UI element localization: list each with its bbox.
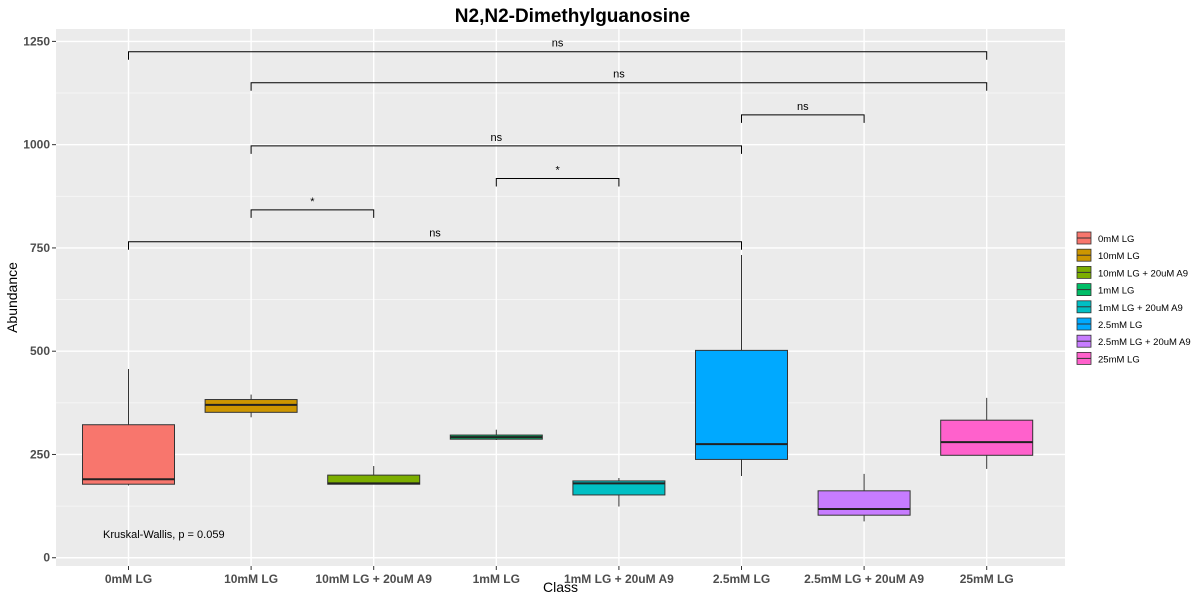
legend: 0mM LG 10mM LG 10mM LG + 20uM A9 1mM LG 1mM … (1076, 231, 1191, 365)
x-tick-label: 2.5mM LG + 20uM A9 (804, 572, 924, 586)
x-tick-label: 1mM LG + 20uM A9 (564, 572, 674, 586)
bracket-line (128, 241, 742, 250)
bracket-label: ns (552, 38, 564, 50)
box-body (695, 349, 788, 460)
legend-label: 1mM LG + 20uM A9 (1098, 303, 1183, 314)
bracket-7: ns (128, 228, 742, 250)
bracket-label: * (310, 196, 315, 208)
x-tick-label: 10mM LG + 20uM A9 (315, 572, 432, 586)
legend-item-4: 1mM LG (1076, 283, 1134, 297)
box-8 (940, 397, 1034, 469)
y-tick-label: 1250 (23, 34, 50, 48)
y-axis-title: Abundance (4, 262, 20, 333)
y-tick-label: 500 (30, 344, 50, 358)
bracket-line (250, 82, 988, 91)
bracket-label: ns (429, 228, 441, 240)
plot-panel (56, 29, 1065, 566)
legend-label: 1mM LG (1098, 286, 1134, 297)
legend-item-5: 1mM LG + 20uM A9 (1076, 300, 1183, 314)
legend-item-8: 25mM LG (1076, 351, 1140, 365)
legend-label: 2.5mM LG + 20uM A9 (1098, 337, 1191, 348)
box-body (82, 424, 175, 485)
axes: 0 250 500 750 1000 1250 0mM LG 10mM LG 10mM LG +… (23, 34, 1013, 586)
bracket-line (250, 145, 742, 154)
legend-item-6: 2.5mM LG (1076, 317, 1142, 331)
boxes (82, 254, 1034, 522)
y-tick-label: 250 (30, 447, 50, 461)
x-tick-label: 2.5mM LG (713, 572, 770, 586)
legend-item-7: 2.5mM LG + 20uM A9 (1076, 334, 1191, 348)
x-tick-label: 1mM LG (473, 572, 520, 586)
box-body (817, 490, 911, 516)
box-body (572, 480, 666, 496)
bracket-3: ns (741, 101, 865, 123)
x-tick-label: 10mM LG (224, 572, 278, 586)
legend-label: 25mM LG (1098, 354, 1140, 365)
bracket-line (250, 209, 375, 218)
box-body (204, 399, 298, 413)
bracket-6: * (250, 196, 375, 218)
bracket-2: ns (250, 69, 988, 91)
box-5 (572, 478, 666, 507)
y-tick-label: 750 (30, 241, 50, 255)
bracket-line (128, 51, 988, 60)
y-tick-label: 1000 (23, 138, 50, 152)
chart-title: N2,N2-Dimethylguanosine (455, 6, 690, 27)
box-7 (817, 473, 911, 522)
bracket-label: ns (490, 132, 502, 144)
legend-label: 2.5mM LG (1098, 320, 1142, 331)
legend-label: 10mM LG + 20uM A9 (1098, 268, 1188, 279)
x-tick-label: 0mM LG (105, 572, 152, 586)
x-axis-title: Class (543, 579, 578, 595)
x-tick-label: 25mM LG (960, 572, 1014, 586)
legend-item-1: 0mM LG (1076, 231, 1134, 245)
bracket-label: ns (797, 101, 809, 113)
bracket-line (741, 114, 865, 123)
bracket-label: ns (613, 69, 625, 81)
bracket-line (495, 178, 620, 187)
bracket-4: ns (250, 132, 742, 154)
legend-label: 0mM LG (1098, 234, 1134, 245)
bracket-5: * (495, 165, 620, 187)
bracket-1: ns (128, 38, 988, 60)
legend-label: 10mM LG (1098, 251, 1140, 262)
box-4 (449, 429, 543, 441)
comparison-brackets: ns ns ns ns * * ns (128, 38, 988, 250)
legend-item-3: 10mM LG + 20uM A9 (1076, 265, 1188, 279)
bracket-label: * (555, 165, 560, 177)
box-body (940, 419, 1034, 456)
kruskal-wallis-annotation: Kruskal-Wallis, p = 0.059 (103, 529, 225, 541)
legend-item-2: 10mM LG (1076, 248, 1140, 262)
box-2 (204, 394, 298, 418)
box-1 (82, 368, 175, 486)
box-3 (327, 466, 421, 485)
box-6 (695, 254, 788, 476)
y-tick-label: 0 (43, 551, 50, 565)
